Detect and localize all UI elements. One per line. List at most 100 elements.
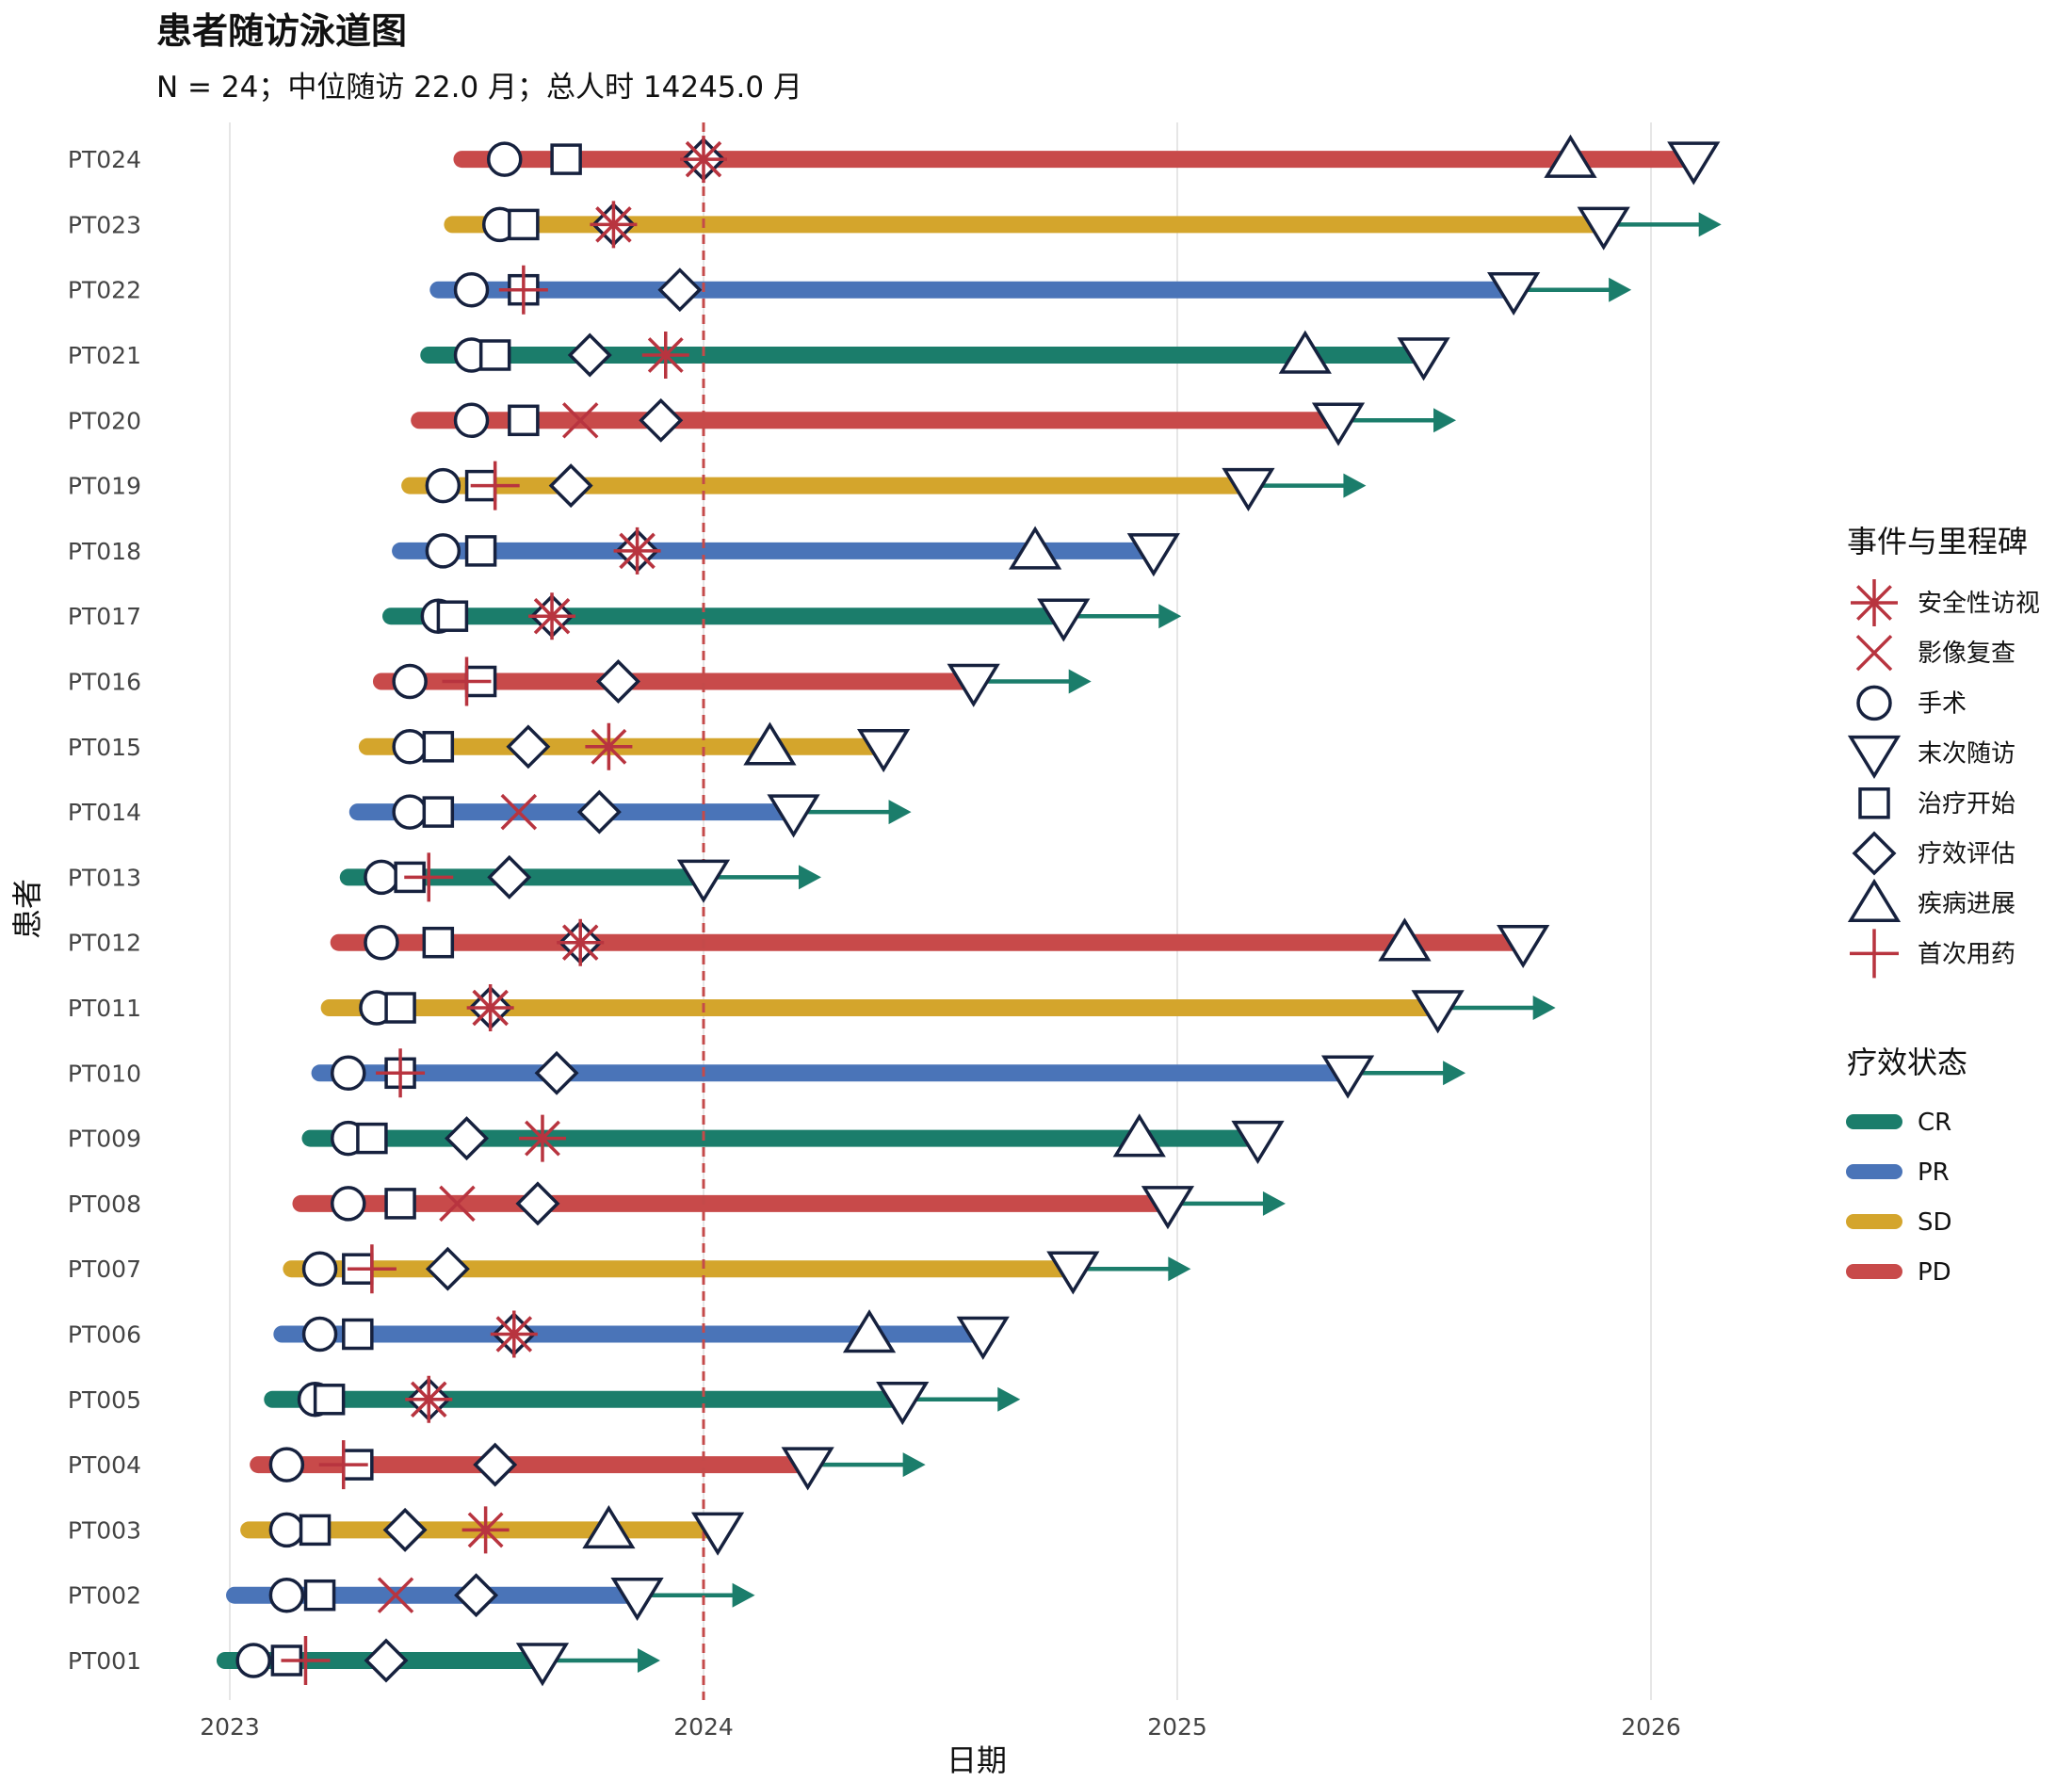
y-tick-PT021: PT021	[68, 342, 141, 369]
legend-key-imaging-shape	[1855, 634, 1893, 672]
marker-surgery-PT003	[268, 1512, 305, 1548]
marker-treat-PT006	[342, 1318, 374, 1351]
marker-last-PT010-shape	[1320, 1055, 1375, 1099]
marker-last-PT009-shape	[1231, 1120, 1285, 1164]
marker-eval-PT019	[548, 463, 593, 509]
marker-treat-PT009-shape	[356, 1122, 388, 1155]
marker-last-PT002	[610, 1577, 664, 1622]
marker-last-PT008-shape	[1141, 1186, 1195, 1230]
marker-surgery-PT002-shape	[268, 1577, 305, 1613]
marker-surgery-PT012	[364, 924, 399, 961]
marker-treat-PT008-shape	[384, 1188, 416, 1220]
y-tick-PT018: PT018	[68, 538, 141, 565]
marker-prog-PT003	[582, 1505, 636, 1549]
marker-dose-PT019	[470, 461, 520, 510]
marker-surgery-PT007-shape	[301, 1251, 338, 1287]
ongoing-arrowhead-PT008	[1262, 1191, 1286, 1216]
marker-treat-PT021	[478, 339, 511, 371]
marker-imaging-PT008	[439, 1185, 476, 1223]
marker-treat-PT005	[313, 1384, 346, 1416]
marker-treat-PT017	[436, 600, 469, 632]
marker-safety-PT009	[518, 1114, 566, 1162]
marker-safety-PT015-shape	[585, 722, 633, 770]
chart-subtitle: N = 24；中位随访 22.0 月；总人时 14245.0 月	[156, 71, 802, 105]
marker-eval-PT002	[454, 1573, 499, 1618]
marker-safety-PT017	[528, 592, 576, 640]
marker-imaging-PT008-shape	[439, 1185, 476, 1223]
marker-treat-PT023-shape	[508, 208, 540, 241]
marker-treat-PT002-shape	[303, 1579, 336, 1612]
legend-label-safety: 安全性访视	[1918, 590, 2040, 618]
marker-last-PT012	[1497, 924, 1550, 969]
marker-prog-PT018-shape	[1008, 526, 1062, 570]
marker-surgery-PT024-shape	[486, 141, 523, 177]
marker-safety-PT018	[613, 526, 661, 575]
marker-surgery-PT020-shape	[453, 402, 490, 439]
marker-last-PT004	[781, 1447, 834, 1491]
x-tick-2024: 2024	[673, 1713, 734, 1741]
marker-prog-PT021	[1278, 330, 1332, 374]
marker-prog-PT015-shape	[743, 721, 797, 766]
marker-eval-PT003-shape	[382, 1507, 428, 1552]
marker-eval-PT016	[595, 659, 640, 704]
marker-last-PT022-shape	[1487, 271, 1541, 316]
y-tick-PT005: PT005	[68, 1386, 141, 1414]
ongoing-arrowhead-PT023	[1698, 212, 1722, 237]
marker-eval-PT020	[639, 397, 684, 443]
marker-surgery-PT015-shape	[392, 729, 428, 765]
y-tick-PT003: PT003	[68, 1516, 141, 1544]
ongoing-arrowhead-PT007	[1168, 1256, 1191, 1282]
marker-surgery-PT008-shape	[331, 1186, 366, 1222]
marker-treat-PT018-shape	[464, 535, 497, 567]
marker-last-PT021	[1397, 337, 1450, 381]
marker-safety-PT006	[490, 1310, 538, 1358]
marker-eval-PT008-shape	[515, 1181, 560, 1226]
marker-dose-PT004-shape	[318, 1440, 368, 1490]
ongoing-arrowhead-PT016	[1068, 669, 1092, 694]
marker-last-PT003-shape	[690, 1512, 745, 1556]
y-tick-PT016: PT016	[68, 669, 141, 696]
marker-eval-PT016-shape	[595, 659, 640, 704]
marker-dose-PT007	[347, 1244, 397, 1294]
y-tick-PT017: PT017	[68, 603, 141, 630]
marker-dose-PT010-shape	[376, 1048, 426, 1098]
y-tick-PT020: PT020	[68, 407, 141, 434]
marker-safety-PT012	[557, 918, 605, 966]
legend-key-surgery	[1856, 685, 1892, 721]
marker-imaging-PT014-shape	[500, 793, 538, 831]
marker-eval-PT010	[534, 1050, 579, 1095]
marker-surgery-PT019-shape	[425, 467, 461, 504]
marker-last-PT005-shape	[876, 1382, 930, 1426]
y-tick-PT014: PT014	[68, 799, 141, 826]
marker-last-PT001	[515, 1643, 570, 1687]
legend-label-surgery: 手术	[1918, 689, 1967, 718]
legend-key-last	[1847, 735, 1902, 779]
marker-dose-PT004	[318, 1440, 368, 1490]
marker-last-PT014-shape	[767, 794, 820, 838]
legend-label-eval: 疗效评估	[1918, 840, 2015, 868]
marker-last-PT006-shape	[956, 1316, 1010, 1360]
marker-last-PT016	[947, 663, 1000, 707]
marker-surgery-PT016	[392, 663, 428, 700]
legend-key-dose-shape	[1850, 929, 1899, 979]
ongoing-arrowhead-PT019	[1343, 473, 1367, 498]
marker-surgery-PT001-shape	[235, 1643, 271, 1678]
marker-surgery-PT002	[268, 1577, 305, 1613]
marker-imaging-PT020-shape	[561, 402, 599, 439]
marker-last-PT019	[1222, 467, 1275, 511]
marker-dose-PT010	[376, 1048, 426, 1098]
marker-last-PT001-shape	[515, 1643, 570, 1687]
ongoing-arrowhead-PT002	[732, 1582, 755, 1608]
marker-safety-PT005	[405, 1375, 453, 1423]
marker-safety-PT021-shape	[641, 332, 689, 379]
marker-surgery-PT018-shape	[425, 533, 461, 569]
marker-dose-PT022-shape	[498, 265, 548, 315]
marker-surgery-PT015	[392, 729, 428, 765]
marker-eval-PT015	[506, 724, 551, 770]
legend-key-treat-shape	[1858, 787, 1890, 819]
legend-key-imaging	[1855, 634, 1893, 672]
legend-label-CR: CR	[1918, 1109, 1951, 1137]
ongoing-arrowhead-PT004	[902, 1452, 926, 1478]
marker-last-PT005	[876, 1382, 930, 1426]
